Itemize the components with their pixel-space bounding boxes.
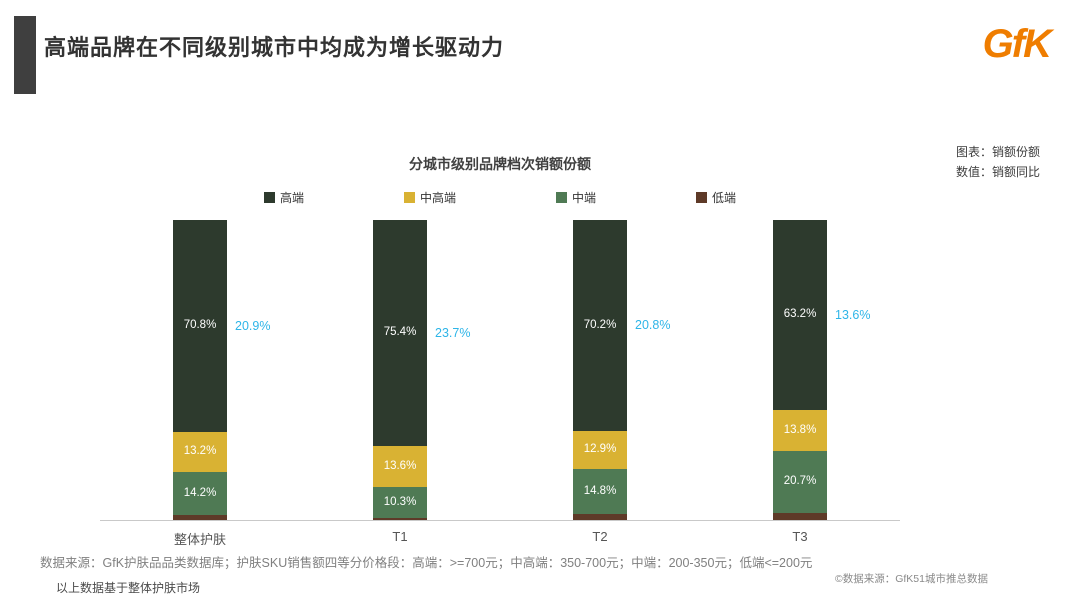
bar-segment — [573, 513, 627, 520]
legend-item: 中高端 — [403, 189, 456, 206]
growth-label: 13.6% — [835, 307, 871, 322]
segment-value-label: 14.8% — [583, 484, 617, 497]
bar-segment: 63.2% — [773, 220, 827, 410]
title-accent-bar — [14, 16, 36, 94]
segment-value-label: 13.6% — [383, 459, 417, 472]
category-label: T1 — [392, 529, 408, 544]
bar-segment: 13.6% — [373, 446, 427, 487]
bar-group: 70.8% 13.2% 14.2% 20.9% — [173, 220, 270, 520]
segment-value-label: 13.8% — [783, 423, 817, 436]
category-label: T3 — [792, 529, 808, 544]
bar-segment: 20.7% — [773, 450, 827, 514]
bar-segment: 14.8% — [573, 469, 627, 514]
bar-segment — [173, 514, 227, 520]
bar-segment — [773, 513, 827, 520]
page-title: 高端品牌在不同级别城市中均成为增长驱动力 — [44, 35, 505, 60]
legend-swatch — [263, 192, 275, 203]
segment-value-label: 20.7% — [783, 475, 817, 488]
category-label: T2 — [592, 529, 608, 544]
growth-label: 23.7% — [435, 326, 471, 341]
bar-segment: 13.8% — [773, 409, 827, 451]
stacked-bar: 70.8% 13.2% 14.2% — [173, 220, 227, 520]
segment-value-label: 70.2% — [583, 318, 617, 331]
stacked-bar: 75.4% 13.6% 10.3% — [373, 220, 427, 520]
category-axis: 整体护肤 T1 T2 T3 — [100, 529, 900, 548]
bar-segment: 12.9% — [573, 430, 627, 470]
segment-value-label: 10.3% — [383, 495, 417, 508]
segment-value-label: 13.2% — [183, 445, 217, 458]
segment-value-label: 12.9% — [583, 443, 617, 456]
category-label: 整体护肤 — [173, 532, 226, 547]
legend-label: 高端 — [279, 191, 304, 205]
footer-note: 以上数据基于整体护肤市场 — [56, 581, 201, 595]
legend-item: 中端 — [556, 189, 596, 206]
growth-label: 20.8% — [635, 318, 671, 333]
legend-item: 高端 — [263, 189, 304, 206]
plot-area: 70.8% 13.2% 14.2% 20.9% 75.4% 13.6% 10.3% 23.7%… — [100, 220, 900, 521]
chart-title: 分城市级别品牌档次销额份额 — [409, 156, 591, 172]
segment-value-label: 70.8% — [183, 319, 217, 332]
stacked-bar: 63.2% 13.8% 20.7% — [773, 220, 827, 520]
bar-segment: 75.4% — [373, 220, 427, 447]
chart-note-value: 数值：销额同比 — [955, 165, 1040, 179]
growth-label: 20.9% — [235, 319, 271, 334]
footer-source: 数据来源：GfK护肤品品类数据库；护肤SKU销售额四等分价格段：高端：>=700… — [40, 556, 813, 570]
chart-notes: 图表：销额份额 数值：销额同比 — [956, 142, 1040, 182]
legend-swatch — [696, 192, 708, 203]
segment-value-label: 75.4% — [383, 326, 417, 339]
legend: 高端 中高端 中端 低端 — [100, 189, 900, 206]
stacked-bar-chart: 分城市级别品牌档次销额份额 高端 中高端 中端 低端 70.8% 13.2% 14.2% 2… — [100, 155, 900, 548]
legend-swatch — [403, 192, 415, 203]
bar-segment: 70.2% — [573, 220, 627, 431]
bar-group: 75.4% 13.6% 10.3% 23.7% — [373, 220, 470, 520]
bar-segment: 13.2% — [173, 432, 227, 472]
legend-label: 低端 — [712, 191, 737, 205]
bar-segment: 14.2% — [173, 471, 227, 515]
bar-segment: 70.8% — [173, 220, 227, 433]
bar-group: 70.2% 12.9% 14.8% 20.8% — [573, 220, 670, 520]
bar-group: 63.2% 13.8% 20.7% 13.6% — [773, 220, 870, 520]
chart-note-metric: 图表：销额份额 — [955, 145, 1040, 159]
stacked-bar: 70.2% 12.9% 14.8% — [573, 220, 627, 520]
bar-segment — [373, 517, 427, 520]
bar-segment: 10.3% — [373, 486, 427, 518]
legend-label: 中端 — [572, 191, 597, 205]
legend-swatch — [556, 192, 567, 203]
legend-label: 中高端 — [419, 191, 456, 205]
segment-value-label: 14.2% — [183, 486, 217, 499]
segment-value-label: 63.2% — [783, 308, 817, 321]
legend-item: 低端 — [696, 189, 736, 206]
gfk-logo: GfK — [982, 22, 1052, 66]
footer-copyright: ©数据来源：GfK51城市推总数据 — [834, 573, 988, 585]
